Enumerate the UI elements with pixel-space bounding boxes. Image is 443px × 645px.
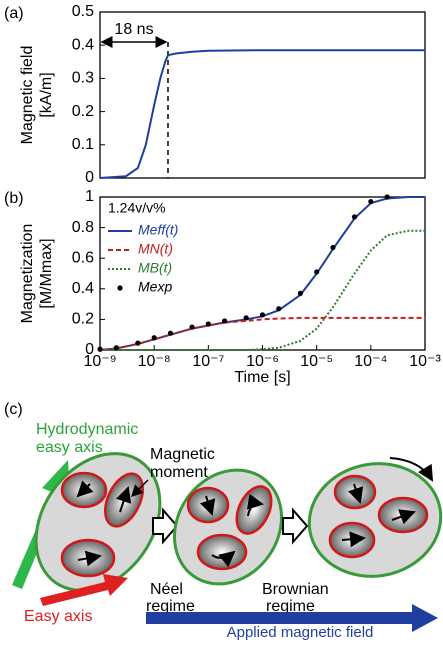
- y-tick-label: 0.4: [72, 36, 94, 53]
- panel-label: (c): [4, 401, 23, 418]
- regime-label: regime: [146, 598, 195, 615]
- y-tick-label: 0: [85, 341, 94, 358]
- step-arrow: [152, 507, 179, 545]
- legend-label: Meff(t): [138, 222, 178, 238]
- hydro-label: easy axis: [36, 439, 103, 456]
- x-tick-label: 10⁻⁶: [246, 353, 279, 370]
- y-axis-label: [M/Mmax]: [38, 238, 55, 308]
- plot-frame: [99, 11, 426, 179]
- pointer: [130, 479, 149, 498]
- series-line: [100, 229, 425, 351]
- y-axis-label: [kA/m]: [38, 72, 55, 117]
- legend-label: MN(t): [138, 241, 173, 257]
- data-point: [205, 321, 211, 327]
- regime-label: regime: [266, 598, 315, 615]
- field-arrow: [146, 604, 438, 632]
- data-point: [135, 340, 141, 346]
- regime-label: Brownian: [262, 581, 329, 598]
- data-point: [113, 345, 119, 351]
- x-tick-label: 10⁻⁵: [300, 353, 333, 370]
- data-point: [297, 290, 303, 296]
- y-axis-label: Magnetic field: [19, 46, 36, 145]
- data-point: [259, 312, 266, 318]
- legend-label: MB(t): [138, 260, 172, 276]
- x-axis-label: Time [s]: [234, 369, 290, 386]
- x-tick-label: 10⁻³: [409, 353, 441, 370]
- y-tick-label: 0.4: [72, 280, 94, 297]
- y-tick-label: 0.1: [72, 136, 94, 153]
- legend-swatch: [117, 285, 123, 291]
- y-axis-label: Magnetization: [19, 224, 36, 324]
- x-tick-label: 10⁻⁷: [192, 353, 224, 370]
- annotation: 1.24v/v%: [108, 200, 166, 216]
- legend-label: Mexp: [138, 279, 172, 295]
- data-point: [151, 335, 157, 341]
- x-tick-label: 10⁻⁴: [354, 353, 387, 370]
- series-line: [99, 49, 425, 179]
- particle: [34, 452, 162, 592]
- data-point: [97, 346, 103, 352]
- easy-axis-label: Easy axis: [24, 608, 92, 625]
- data-point: [384, 194, 390, 200]
- series-line: [99, 316, 425, 351]
- data-point: [222, 318, 228, 324]
- data-point: [368, 198, 374, 205]
- easy-axis-arrow: [40, 574, 128, 606]
- moment-label: Magnetic: [150, 446, 215, 463]
- field-label: Applied magnetic field: [227, 624, 374, 640]
- y-tick-label: 0.5: [72, 3, 94, 20]
- data-point: [314, 269, 320, 275]
- y-tick-label: 0: [85, 169, 94, 186]
- data-point: [167, 330, 174, 336]
- data-point: [189, 324, 195, 330]
- annotation: 18 ns: [114, 21, 153, 38]
- data-point: [351, 214, 358, 220]
- regime-label: Néel: [150, 581, 183, 598]
- moment-label: moment: [150, 464, 208, 481]
- x-tick-label: 10⁻⁹: [83, 353, 116, 370]
- panel-label: (b): [4, 190, 24, 207]
- hydro-label: Hydrodynamic: [36, 421, 138, 438]
- y-tick-label: 0.2: [72, 311, 94, 328]
- y-tick-label: 1: [85, 188, 94, 205]
- step-arrow: [282, 507, 309, 545]
- y-tick-label: 0.2: [72, 103, 94, 120]
- particle: [307, 457, 443, 578]
- data-point: [276, 306, 282, 312]
- y-tick-label: 0.6: [72, 249, 94, 266]
- data-point: [243, 315, 249, 321]
- y-tick-label: 0.3: [72, 70, 94, 87]
- x-tick-label: 10⁻⁸: [138, 353, 171, 370]
- data-point: [330, 244, 336, 251]
- panel-label: (a): [4, 5, 24, 22]
- particle: [173, 468, 283, 586]
- y-tick-label: 0.8: [72, 219, 94, 236]
